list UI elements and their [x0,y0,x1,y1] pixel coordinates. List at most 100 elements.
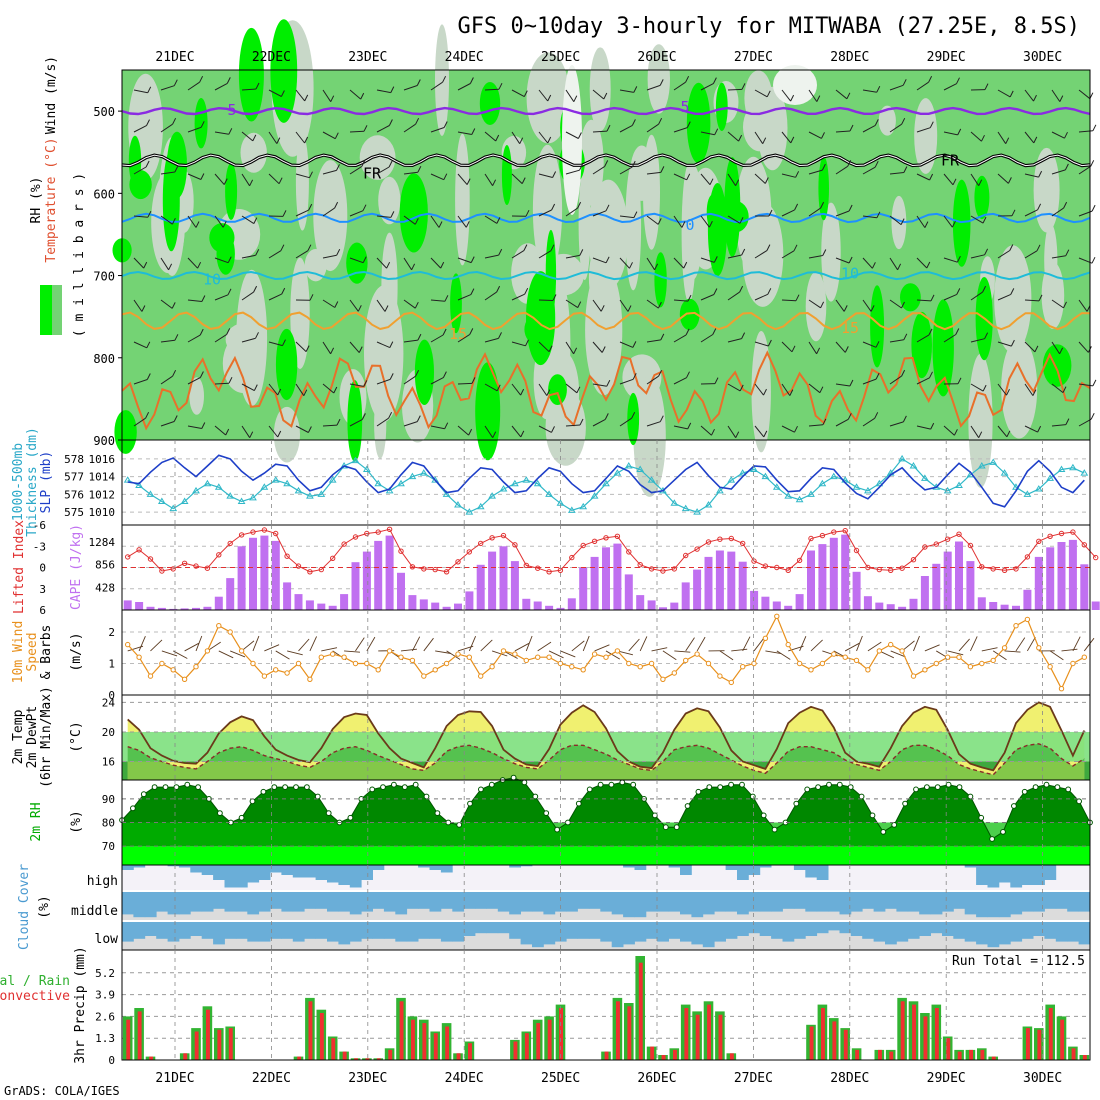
rh-point [630,781,637,788]
precip-convective-bar [342,1051,347,1060]
wind-speed-point [181,676,188,682]
wind-speed-point [899,648,905,654]
wind-barb [492,431,497,438]
wind-barb [309,171,313,178]
rh-dry-patch [914,98,938,174]
thickness-point [226,492,235,499]
wind-barb [601,346,606,353]
wind-barb-10m [468,636,477,652]
slp-tick-label: 1016 [89,453,116,466]
wind-barb [376,257,387,269]
wind-barb [763,388,767,396]
wind-barb [268,173,280,185]
wind-barb [1092,379,1097,387]
wind-barb [511,131,521,144]
lifted-index-point [705,539,712,545]
precip-convective-bar [126,1019,131,1060]
rh-point [869,812,876,819]
wind-barb [1006,388,1010,396]
wind-barb [874,119,879,126]
cloud-bar [828,922,840,931]
cloud-bar [224,865,237,888]
wind-barb [268,383,279,396]
cape-bar [1068,539,1077,610]
date-label-top: 29DEC [927,50,966,65]
wind-barb [646,339,661,343]
wind-barb [970,383,984,392]
cloud-bar [452,922,465,942]
precip-convective-bar [308,1001,313,1060]
wind-barb [227,256,232,263]
wind-barb [808,89,818,102]
cape-bar [203,606,212,610]
wind-speed-point [535,654,541,660]
precip-tick-label: 5.2 [95,967,115,980]
wind-barb [835,383,850,387]
wind-barb [901,117,906,125]
cloud-bar [532,922,544,948]
lifted-index-point [375,529,381,535]
lifted-index-point [648,566,655,572]
thickness-point [772,483,781,490]
thickness-point [1057,465,1066,473]
wind-barb [970,215,984,224]
wind-barb [889,421,904,427]
lifted-index-point [1047,533,1053,539]
cloud-bar [737,865,749,880]
rh-dry-patch [526,52,570,144]
wind-barb [862,257,873,269]
lifted-index-point [1070,529,1076,535]
wind-barb [808,383,821,394]
cloud-bar [509,922,521,939]
wind-barb [214,382,230,385]
wind-barb [1024,383,1034,396]
panel-axis-label: 10m Wind [11,621,26,684]
wind-barb-10m [810,639,823,652]
precip-convective-bar [912,1004,916,1060]
wind-barb [484,383,498,392]
rh-moist-patch [679,298,700,331]
wind-barb [997,173,1009,184]
wind-barb [322,341,332,355]
lifted-index-point [751,558,757,564]
cloud-bar [144,922,157,936]
wind-barb [794,203,799,211]
wind-barb [1036,244,1041,252]
date-label-top: 21DEC [155,50,194,65]
wind-barb [565,131,579,139]
wind-barb [1037,425,1042,433]
cape-bar [659,607,667,610]
rh-dry-patch [545,389,586,466]
cape-bar [305,600,314,610]
lifted-index-point [740,540,746,547]
wind-barb [781,341,793,353]
wind-barb [241,254,256,259]
pressure-tick-label: 500 [93,105,115,119]
wind-barb [484,425,494,438]
date-label-top: 30DEC [1023,50,1062,65]
lifted-index-point [694,546,700,552]
rh-moist-patch [275,328,298,401]
wind-barb [619,417,632,427]
wind-barb [376,341,391,349]
wind-barb [538,250,552,259]
cloud-bar [725,922,738,939]
wind-barb [997,293,1012,301]
rh-point [445,819,452,826]
precip-convective-bar [217,1029,222,1060]
thickness-point [511,479,519,487]
rh-point [293,784,299,790]
cloud-bar [1055,922,1068,942]
date-label-bottom: 22DEC [252,1071,291,1086]
wind-barb [1033,94,1037,102]
wind-speed-point [876,648,882,654]
rh-dry-patch [378,176,401,225]
wind-barb [546,389,551,396]
cloud-bar [691,892,704,918]
wind-barb [714,128,719,135]
wind-barb-10m [173,650,188,659]
wind-speed-point [295,660,302,667]
wind-barb-10m [480,639,493,652]
cape-bar [146,606,155,610]
wind-barb [835,210,850,217]
